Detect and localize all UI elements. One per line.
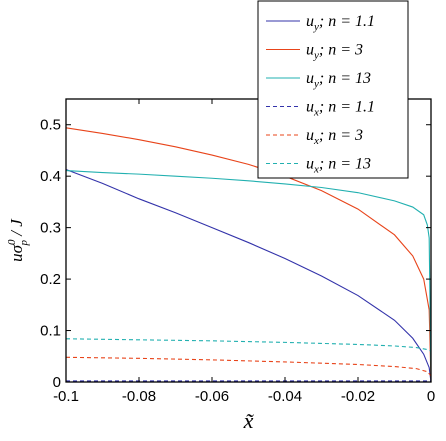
y-label-sup: 0 <box>6 239 18 245</box>
y-label-sigma: σ <box>7 244 26 253</box>
legend-entry-5: ux; n = 13 <box>306 156 371 176</box>
y-label-u: u <box>7 253 26 262</box>
y-tick-label: 0 <box>53 374 61 391</box>
x-axis-label: x̃ <box>243 408 254 433</box>
y-label-rest: / J <box>7 218 26 240</box>
x-tick-label: 0 <box>427 388 435 405</box>
legend-box <box>257 0 409 179</box>
legend: uy; n = 1.1 uy; n = 3 uy; n = 13 ux; n = 1.… <box>257 0 409 179</box>
x-tick-label: -0.06 <box>195 388 229 405</box>
legend-entry-1: uy; n = 3 <box>306 42 363 62</box>
series-line-5 <box>65 338 432 352</box>
series-layer <box>65 127 432 383</box>
x-tick-label: -0.04 <box>268 388 302 405</box>
y-tick-label: 0.1 <box>40 323 61 340</box>
series-line-0 <box>65 168 432 383</box>
series-line-4 <box>65 356 432 377</box>
y-tick-label: 0.5 <box>40 117 61 134</box>
y-label-sub: p <box>18 239 30 246</box>
legend-entry-3: ux; n = 1.1 <box>306 99 375 119</box>
legend-entry-0: uy; n = 1.1 <box>306 13 375 33</box>
y-tick-label: 0.4 <box>40 168 61 185</box>
x-tick-label: -0.02 <box>341 388 375 405</box>
ticks: -0.1 -0.08 -0.06 -0.04 -0.02 0 0 0.1 0.2 0.3 0.4 0.… <box>40 99 435 405</box>
legend-entry-2: uy; n = 13 <box>306 70 371 90</box>
axis-labels: x̃uσ0p / J <box>6 218 254 433</box>
y-tick-label: 0.3 <box>40 220 61 237</box>
x-tick-label: -0.1 <box>53 388 79 405</box>
legend-entry-4: ux; n = 3 <box>306 127 363 147</box>
series-line-2 <box>65 169 432 383</box>
y-tick-label: 0.2 <box>40 271 61 288</box>
x-tick-label: -0.08 <box>122 388 156 405</box>
axes <box>65 98 432 383</box>
axes-frame <box>65 98 432 383</box>
series-line-1 <box>65 127 432 383</box>
y-axis-label: uσ0p / J <box>6 218 30 262</box>
